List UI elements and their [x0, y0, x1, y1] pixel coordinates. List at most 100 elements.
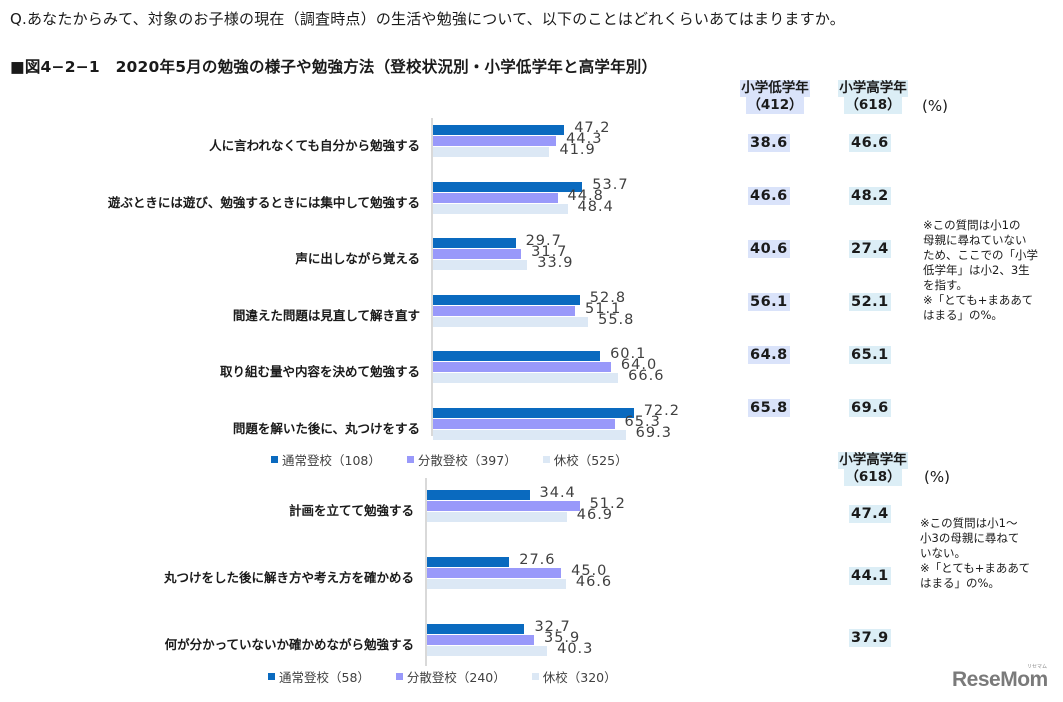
- value-label: 44.3: [566, 131, 603, 147]
- bar-series-2: [427, 579, 566, 589]
- top-chart-legend: 通常登校（108） 分散登校（397） 休校（525）: [271, 450, 628, 469]
- value-label: 52.8: [589, 289, 627, 306]
- bar-series-0: [433, 125, 565, 135]
- percent-unit: (%): [924, 468, 950, 486]
- bar-series-2: [433, 203, 568, 214]
- grade-value-low: 65.8: [748, 399, 790, 417]
- grade-value-low: 40.6: [748, 240, 790, 258]
- value-label: 60.1: [610, 346, 647, 362]
- bottom-footnote: ※この質問は小1〜 小3の母親に尋ねて いない。 ※「とても+まああて はまる」…: [920, 516, 1031, 590]
- col-head-label: 小学高学年: [838, 452, 908, 469]
- swatch-regular-icon: [268, 673, 275, 680]
- grade-value-high: 44.1: [849, 567, 891, 585]
- value-label: 46.6: [575, 574, 613, 590]
- value-label: 45.0: [571, 563, 608, 579]
- value-label: 51.2: [589, 496, 626, 512]
- bar-series-2: [433, 373, 619, 383]
- bar-series-2: [433, 316, 589, 327]
- legend-label: 分散登校（240）: [406, 670, 506, 685]
- value-label: 44.8: [567, 187, 604, 204]
- category-label: 計画を立てて勉強する: [288, 503, 414, 518]
- bottom-chart-axis: [425, 478, 427, 666]
- value-label: 47.2: [574, 120, 611, 136]
- resemom-logo-sub: リセマム: [1027, 664, 1048, 670]
- swatch-distributed-icon: [395, 673, 403, 680]
- legend-label: 休校（320）: [542, 670, 617, 685]
- legend-label: 通常登校（108）: [282, 453, 381, 468]
- bar-series-0: [427, 557, 510, 567]
- value-label: 51.1: [585, 300, 622, 317]
- resemom-logo: ReseMom: [952, 668, 1048, 691]
- category-label: 声に出しながら覚える: [295, 251, 420, 266]
- value-label: 53.7: [592, 176, 629, 193]
- grade-value-high: 37.9: [849, 629, 891, 647]
- bar-series-0: [433, 238, 516, 248]
- grade-value-low: 38.6: [748, 134, 790, 152]
- value-label: 48.4: [577, 198, 614, 215]
- bar-series-2: [433, 147, 550, 157]
- grade-value-low: 46.6: [748, 187, 790, 205]
- value-label: 33.9: [537, 255, 574, 271]
- legend-label: 休校（525）: [553, 453, 628, 468]
- value-label: 66.6: [628, 368, 665, 384]
- value-label: 72.2: [643, 402, 680, 419]
- value-label: 65.3: [624, 413, 661, 430]
- category-label: 丸つけをした後に解き方や考え方を確かめる: [163, 570, 414, 585]
- value-label: 27.6: [519, 552, 556, 568]
- swatch-closed-icon: [542, 456, 550, 463]
- top-chart-axis: [431, 118, 433, 436]
- swatch-regular-icon: [271, 456, 278, 463]
- bar-series-0: [433, 351, 601, 361]
- category-label: 人に言われなくても自分から勉強する: [209, 138, 420, 153]
- value-label: 41.9: [559, 142, 596, 158]
- bar-series-1: [427, 568, 562, 578]
- bar-series-1: [433, 362, 611, 372]
- bar-series-1: [433, 305, 576, 316]
- bar-series-1: [433, 192, 558, 203]
- grade-value-high: 48.2: [849, 187, 891, 205]
- grade-value-high: 47.4: [849, 505, 891, 523]
- value-label: 69.3: [635, 424, 672, 441]
- value-label: 55.8: [598, 311, 635, 328]
- col-head-count: （618）: [844, 97, 902, 114]
- bar-series-0: [427, 624, 525, 634]
- grade-value-high: 52.1: [849, 293, 891, 311]
- grade-value-high: 69.6: [849, 399, 891, 417]
- bar-series-2: [427, 646, 548, 656]
- category-label: 間違えた問題は見直して解き直す: [232, 307, 420, 323]
- value-label: 31.7: [531, 244, 568, 260]
- grade-value-low: 64.8: [748, 346, 790, 364]
- bar-series-0: [433, 294, 580, 305]
- value-label: 64.0: [620, 357, 658, 373]
- grade-value-low: 56.1: [748, 293, 790, 311]
- swatch-distributed-icon: [406, 456, 414, 463]
- bar-series-2: [427, 512, 567, 522]
- category-label: 何が分かっていないか確かめながら勉強する: [164, 637, 414, 652]
- legend-item-distributed: 分散登校（397）: [406, 450, 517, 469]
- bottom-chart-legend: 通常登校（58） 分散登校（240） 休校（320）: [268, 667, 617, 686]
- legend-item-regular: 通常登校（108）: [271, 450, 381, 469]
- bar-series-0: [427, 490, 530, 500]
- col-head-label: 小学低学年: [740, 80, 810, 97]
- legend-item-closed: 休校（525）: [542, 450, 628, 469]
- legend-item-distributed: 分散登校（240）: [395, 667, 506, 686]
- value-label: 34.4: [539, 485, 576, 501]
- col-head-high-grade: 小学高学年 （618）: [833, 80, 913, 114]
- swatch-closed-icon: [531, 673, 539, 680]
- grade-value-high: 46.6: [849, 134, 891, 152]
- col-head-count: （412）: [746, 97, 804, 114]
- col-head-low-grade: 小学低学年 （412）: [735, 80, 815, 114]
- bar-series-1: [427, 635, 534, 645]
- legend-item-regular: 通常登校（58）: [268, 667, 370, 686]
- bar-series-1: [433, 249, 522, 259]
- category-label: 遊ぶときには遊び、勉強するときには集中して勉強する: [107, 194, 420, 210]
- bar-series-1: [433, 418, 615, 429]
- grade-value-high: 65.1: [849, 346, 891, 364]
- top-footnote: ※この質問は小1の 母親に尋ねていない ため、ここでの「小学 低学年」は小2、3…: [923, 218, 1038, 322]
- bar-series-1: [433, 136, 557, 146]
- percent-unit: (%): [922, 97, 948, 115]
- col-head-label: 小学高学年: [838, 80, 908, 97]
- bar-series-1: [427, 501, 580, 511]
- survey-question: Q.あなたからみて、対象のお子様の現在（調査時点）の生活や勉強について、以下のこ…: [10, 10, 845, 28]
- bar-series-2: [433, 260, 528, 270]
